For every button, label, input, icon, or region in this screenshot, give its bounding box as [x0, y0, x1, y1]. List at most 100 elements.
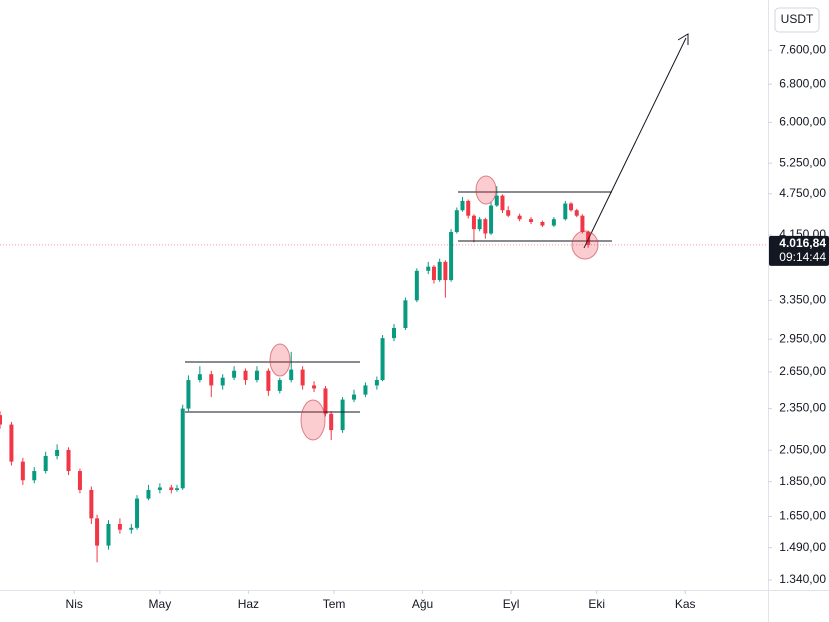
candle-body: [43, 455, 48, 472]
candle-body: [175, 488, 180, 490]
highlight-ellipse: [475, 175, 497, 205]
y-tick-label: 1.490,00: [779, 540, 826, 554]
candle-body: [254, 370, 259, 381]
candle-body: [95, 518, 100, 546]
candle-body: [391, 327, 396, 339]
y-tick-label: 3.350,00: [779, 292, 826, 306]
candle-body: [329, 413, 334, 431]
candle-body: [489, 205, 494, 234]
candle-body: [146, 489, 151, 499]
x-tick-label: Eki: [588, 597, 605, 611]
candle-body: [55, 449, 60, 456]
candle-body: [460, 200, 465, 211]
countdown-label: 09:14:44: [779, 250, 826, 264]
candle-body: [232, 370, 237, 378]
candle-body: [66, 449, 71, 472]
y-tick-label: 2.650,00: [779, 364, 826, 378]
candle-body: [220, 377, 225, 386]
arrow-head: [677, 33, 689, 45]
arrow-line: [583, 37, 687, 249]
candle-body: [363, 385, 368, 395]
candle-body: [529, 219, 534, 222]
candle-body: [466, 200, 471, 216]
candle-body: [9, 424, 14, 462]
annotations: [185, 33, 689, 413]
y-tick-label: 6.000,00: [779, 115, 826, 129]
candle-body: [180, 408, 185, 489]
candle-body: [20, 461, 25, 481]
candle-body: [580, 215, 585, 233]
candle-body: [243, 370, 248, 381]
candle-body: [574, 210, 579, 216]
x-tick-label: Haz: [238, 597, 259, 611]
candle-body: [106, 524, 111, 546]
currency-box[interactable]: [774, 7, 820, 33]
candle-body: [277, 380, 282, 391]
candle-body: [89, 489, 94, 519]
candle-body: [77, 471, 82, 490]
candle-body: [374, 380, 379, 386]
y-tick-label: 1.340,00: [779, 572, 826, 586]
candle-body: [186, 380, 191, 409]
plot-area: [0, 186, 768, 563]
last-price-box: [769, 235, 829, 266]
highlight-ellipse: [300, 399, 326, 441]
candle-body: [426, 266, 431, 271]
candle-body: [540, 221, 545, 226]
candle-body: [569, 203, 574, 211]
last-price-label: 4.016,84: [779, 236, 826, 250]
candle-body: [563, 203, 568, 220]
x-tick-label: Tem: [323, 597, 346, 611]
y-tick-label: 1.650,00: [779, 509, 826, 523]
x-tick-label: Kas: [675, 597, 696, 611]
candle-body: [169, 487, 174, 490]
highlights: [269, 175, 599, 441]
candle-body: [312, 385, 317, 389]
candle-body: [135, 498, 140, 528]
y-tick-label: 1.850,00: [779, 474, 826, 488]
candle-body: [340, 399, 345, 431]
candle-body: [197, 374, 202, 381]
candle-body: [32, 471, 37, 481]
highlight-ellipse: [269, 343, 291, 377]
candle-body: [449, 232, 454, 281]
candle-body: [506, 210, 511, 216]
candle-body: [300, 369, 305, 386]
candle-body: [117, 524, 122, 530]
candle-body: [483, 219, 488, 234]
candle-body: [414, 270, 419, 301]
y-tick-label: 2.950,00: [779, 331, 826, 345]
candle-body: [323, 388, 328, 414]
candle-body: [352, 394, 357, 400]
candle-body: [209, 374, 214, 386]
candle-body: [551, 219, 556, 226]
x-tick-label: May: [149, 597, 172, 611]
highlight-ellipse: [571, 230, 599, 260]
candle-body: [454, 210, 459, 233]
candle-body: [380, 338, 385, 381]
candle-body: [471, 215, 476, 230]
candle-body: [289, 369, 294, 381]
y-tick-label: 2.050,00: [779, 442, 826, 456]
x-tick-label: Nis: [66, 597, 83, 611]
candle-body: [0, 415, 2, 425]
candle-body: [494, 195, 499, 206]
candle-body: [129, 527, 134, 530]
y-tick-label: 7.600,00: [779, 42, 826, 56]
x-tick-label: Eyl: [503, 597, 520, 611]
candle-body: [437, 261, 442, 281]
y-tick-label: 4.750,00: [779, 186, 826, 200]
candle-body: [477, 219, 482, 230]
y-tick-label: 5.250,00: [779, 155, 826, 169]
candle-body: [517, 215, 522, 220]
candle-body: [403, 300, 408, 328]
candle-body: [266, 370, 271, 391]
candle-body: [157, 487, 162, 490]
candle-body: [443, 261, 448, 281]
candle-body: [500, 195, 505, 211]
y-tick-label: 2.350,00: [779, 401, 826, 415]
candle-body: [431, 266, 436, 281]
x-tick-label: Ağu: [412, 597, 433, 611]
